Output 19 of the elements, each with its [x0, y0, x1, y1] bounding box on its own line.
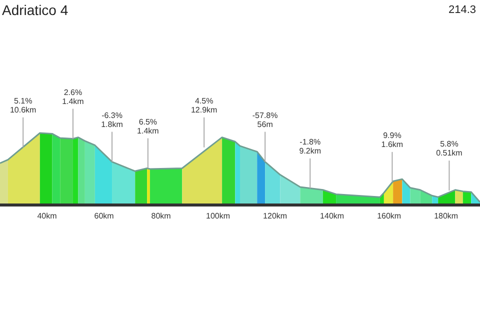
annotation: 4.5% 12.9km [190, 96, 218, 114]
annotation: 6.5% 1.4km [137, 117, 160, 136]
x-tick-label: 180km [434, 212, 458, 221]
annotation: -1.8% 9.2km [299, 137, 322, 156]
annotation: 2.6% 1.4km [62, 88, 84, 106]
annotation: -6.3% 1.8km [101, 110, 124, 129]
x-tick-label: 140km [320, 212, 344, 221]
x-tick-label: 120km [263, 212, 288, 221]
x-tick-label: 100km [206, 212, 230, 221]
x-tick-label: 60km [94, 212, 114, 221]
x-tick-label: 80km [151, 212, 172, 221]
x-tick-label: 160km [377, 212, 402, 221]
chart-subtitle: 214.3 [448, 4, 476, 16]
chart-title: Adriatico 4 [2, 2, 68, 18]
x-tick-label: 40km [37, 212, 58, 221]
annotation: 5.1% 10.6km [10, 96, 37, 114]
annotation: -57.8% 56m [252, 110, 278, 129]
annotation: 5.8% 0.51km [436, 140, 463, 158]
annotation: 9.9% 1.6km [381, 130, 404, 149]
